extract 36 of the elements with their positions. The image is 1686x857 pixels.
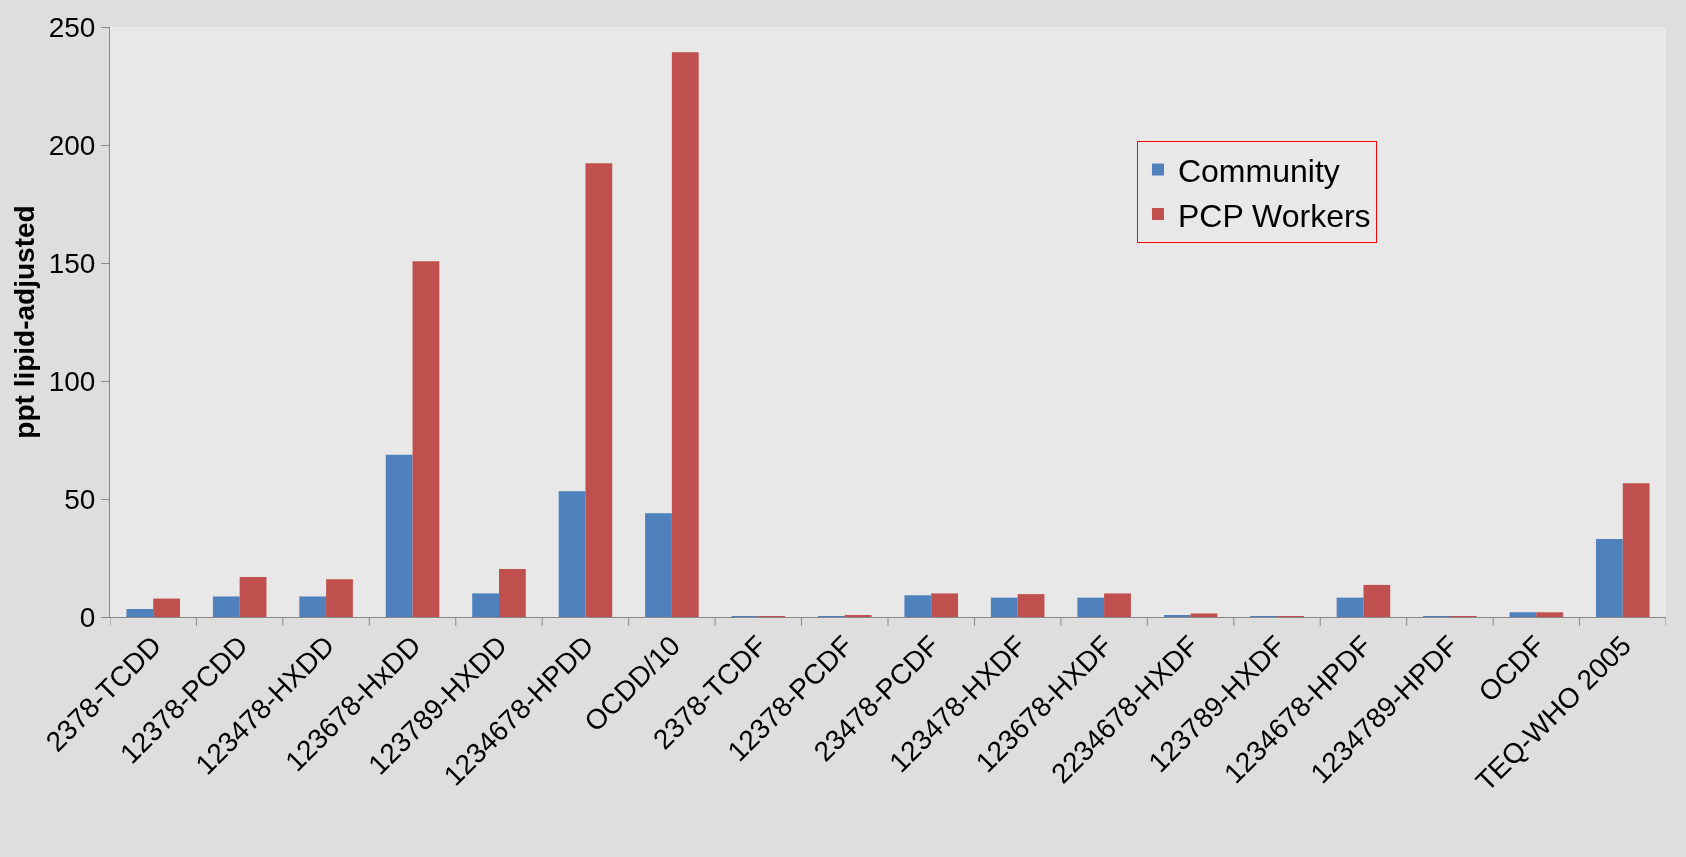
bar xyxy=(1622,483,1650,617)
bar xyxy=(1536,612,1564,617)
y-axis-title: ppt lipid-adjusted xyxy=(9,205,41,439)
y-tick-label: 50 xyxy=(64,483,96,515)
bar xyxy=(153,598,181,617)
bar xyxy=(385,454,413,617)
bar xyxy=(1336,597,1364,617)
bar xyxy=(299,596,327,617)
bar xyxy=(558,491,586,617)
bar xyxy=(645,513,672,617)
legend-label: PCP Workers xyxy=(1177,197,1371,234)
bar xyxy=(126,608,154,617)
bar xyxy=(585,163,613,617)
bar xyxy=(212,596,240,617)
bar xyxy=(1595,539,1623,617)
bar xyxy=(472,593,499,617)
bar xyxy=(671,52,699,617)
y-tick-label: 100 xyxy=(48,365,96,397)
bar xyxy=(904,595,932,617)
bar xyxy=(1363,584,1391,617)
bar xyxy=(1017,594,1045,617)
bar xyxy=(1509,612,1537,617)
y-tick-label: 0 xyxy=(79,601,96,633)
bar xyxy=(1104,593,1131,617)
bar xyxy=(1077,597,1105,617)
legend-label: Community xyxy=(1177,152,1340,189)
bar xyxy=(931,593,959,617)
bar xyxy=(412,261,440,617)
y-tick-label: 150 xyxy=(48,247,96,279)
bar xyxy=(499,569,526,617)
bar xyxy=(239,576,267,617)
bar xyxy=(990,597,1018,617)
bar xyxy=(326,579,353,617)
y-tick-label: 200 xyxy=(48,129,96,161)
bar xyxy=(1190,613,1218,617)
y-tick-label: 250 xyxy=(48,11,96,43)
